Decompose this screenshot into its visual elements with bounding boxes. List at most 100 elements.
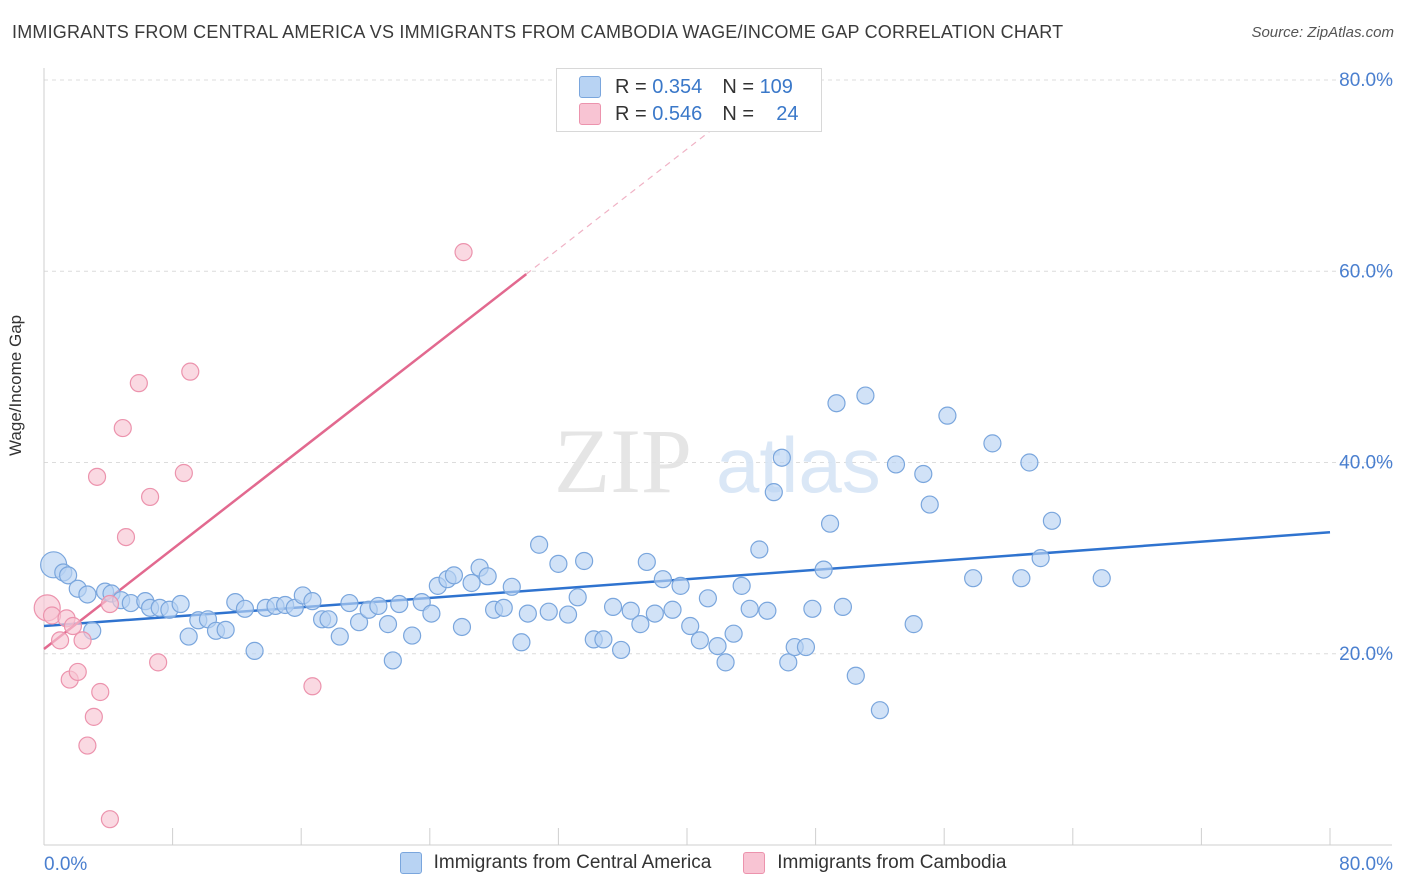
data-point-central-america — [1042, 511, 1062, 530]
data-point-cambodia — [113, 418, 132, 438]
data-point-central-america — [964, 569, 983, 588]
data-point-central-america — [663, 600, 682, 619]
data-point-cambodia — [100, 810, 120, 829]
data-point-cambodia — [303, 677, 322, 696]
data-point-central-america — [814, 560, 833, 579]
data-point-central-america — [1012, 569, 1031, 588]
data-point-central-america — [378, 615, 398, 634]
data-point-central-america — [575, 551, 594, 571]
data-point-central-america — [340, 593, 359, 613]
data-point-central-america — [796, 637, 816, 657]
data-point-central-america — [920, 495, 939, 514]
data-point-cambodia — [91, 682, 110, 702]
data-point-central-america — [820, 514, 840, 533]
watermark: ZIP atlas — [554, 410, 881, 512]
data-point-central-america — [637, 552, 656, 572]
data-point-central-america — [1020, 453, 1039, 472]
y-tick-label: 40.0% — [1339, 453, 1393, 474]
series-legend: Immigrants from Central America Immigran… — [0, 852, 1406, 874]
legend-row-central-america: R = 0.354 N = 109 — [579, 75, 793, 99]
data-point-cambodia — [129, 374, 148, 393]
chart-title: IMMIGRANTS FROM CENTRAL AMERICA VS IMMIG… — [12, 22, 1064, 42]
n-value: 109 — [759, 75, 793, 98]
data-point-central-america — [568, 588, 587, 607]
data-point-central-america — [383, 651, 402, 670]
legend-item-central-america[interactable]: Immigrants from Central America — [399, 852, 712, 874]
data-point-central-america — [179, 627, 198, 646]
data-point-cambodia — [149, 653, 168, 672]
data-point-central-america — [645, 604, 664, 623]
data-point-central-america — [779, 653, 798, 672]
data-point-central-america — [478, 567, 497, 586]
data-point-central-america — [245, 641, 264, 660]
data-point-central-america — [827, 394, 846, 413]
data-point-central-america — [462, 573, 481, 593]
data-point-central-america — [870, 701, 890, 720]
data-point-central-america — [539, 602, 558, 621]
data-point-central-america — [369, 596, 388, 616]
data-point-central-america — [833, 597, 853, 616]
data-point-central-america — [621, 601, 640, 620]
trend-lines — [43, 111, 1331, 650]
data-point-central-america — [856, 386, 875, 405]
legend-label-cambodia: Immigrants from Cambodia — [777, 852, 1007, 873]
data-point-central-america — [603, 597, 623, 616]
n-value: 24 — [776, 102, 799, 125]
legend-swatch-pink — [743, 852, 766, 874]
data-point-central-america — [611, 640, 631, 660]
correlation-legend: R = 0.354 N = 109 R = 0.546 N = 24 — [556, 68, 822, 132]
data-point-central-america — [512, 633, 531, 652]
data-point-central-america — [216, 620, 235, 639]
data-point-central-america — [1031, 549, 1050, 568]
legend-swatch-blue — [399, 852, 422, 874]
data-point-cambodia — [68, 662, 87, 682]
data-point-central-america — [78, 585, 97, 604]
data-point-central-america — [938, 406, 957, 425]
x-tick-label: 0.0% — [44, 854, 87, 875]
n-label: N = — [722, 75, 754, 98]
data-point-central-america — [349, 613, 369, 632]
data-point-central-america — [319, 610, 338, 629]
data-point-central-america — [494, 598, 513, 617]
data-point-central-america — [235, 599, 255, 618]
data-point-central-america — [558, 605, 578, 624]
tick-labels: 20.0% 40.0% 60.0% 80.0% 0.0% 80.0% — [44, 70, 1393, 875]
data-point-central-america — [530, 535, 549, 554]
data-point-cambodia — [181, 362, 200, 381]
data-point-central-america — [303, 592, 322, 611]
data-point-central-america — [681, 616, 700, 636]
data-point-central-america — [914, 464, 933, 484]
data-point-cambodia — [63, 616, 83, 636]
source-label: Source: ZipAtlas.com — [1251, 24, 1394, 41]
data-point-central-america — [740, 599, 759, 618]
data-point-central-america — [803, 599, 822, 618]
data-point-central-america — [698, 589, 717, 608]
watermark-zip: ZIP — [554, 410, 692, 512]
data-point-central-america — [758, 601, 777, 620]
data-point-central-america — [764, 483, 783, 502]
legend-label-central-america: Immigrants from Central America — [433, 852, 712, 873]
data-point-central-america — [390, 594, 409, 614]
legend-swatch-pink — [579, 103, 601, 125]
data-point-central-america — [594, 630, 613, 649]
data-point-central-america — [59, 566, 78, 585]
data-point-central-america — [732, 576, 751, 595]
legend-item-cambodia[interactable]: Immigrants from Cambodia — [743, 852, 1006, 874]
data-point-central-america — [422, 604, 441, 623]
y-tick-label: 60.0% — [1339, 261, 1393, 282]
y-tick-label: 20.0% — [1339, 644, 1393, 665]
legend-row-cambodia: R = 0.546 N = 24 — [579, 102, 798, 126]
trend-line-cambodia — [43, 273, 528, 650]
data-point-central-america — [724, 624, 743, 643]
data-point-cambodia — [100, 594, 120, 614]
data-point-cambodia — [116, 527, 136, 547]
r-label: R = — [615, 75, 647, 98]
grid-lines — [44, 79, 1392, 655]
data-point-central-america — [171, 594, 190, 614]
data-point-central-america — [653, 570, 672, 589]
data-point-central-america — [518, 604, 537, 623]
data-point-central-america — [904, 615, 923, 634]
r-value: 0.354 — [652, 75, 703, 98]
legend-swatch-blue — [579, 76, 601, 98]
